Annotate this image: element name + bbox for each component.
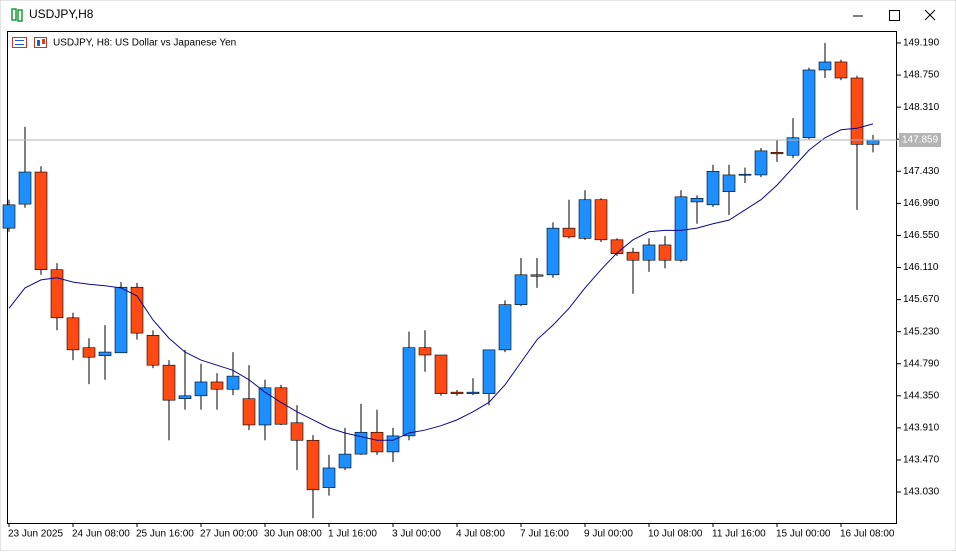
candle-body xyxy=(642,244,656,261)
candle-body xyxy=(434,354,448,394)
candle-body xyxy=(82,347,96,358)
y-tick-label: 146.550 xyxy=(903,230,940,241)
candle-body xyxy=(306,439,320,491)
candle-body xyxy=(34,171,48,271)
x-tick-label: 7 Jul 16:00 xyxy=(520,529,569,540)
candle-body xyxy=(114,286,128,354)
y-tick-label: 148.310 xyxy=(903,102,940,113)
candle-body xyxy=(802,69,816,139)
plot-area xyxy=(7,31,897,524)
candle-body xyxy=(850,77,864,145)
candle-body xyxy=(18,171,32,205)
candle-body xyxy=(178,395,192,400)
x-tick-label: 4 Jul 08:00 xyxy=(456,529,505,540)
candle-body xyxy=(274,387,288,425)
x-tick-label: 27 Jun 00:00 xyxy=(200,529,258,540)
candle-body xyxy=(290,422,304,441)
window-title: USDJPY,H8 xyxy=(29,7,94,21)
candle-body xyxy=(98,351,112,357)
x-tick-label: 11 Jul 16:00 xyxy=(712,529,766,540)
candle-body xyxy=(546,227,560,276)
x-tick-label: 25 Jun 16:00 xyxy=(136,529,194,540)
y-tick-label: 143.030 xyxy=(903,487,940,498)
price-label: 147.859 xyxy=(902,135,939,146)
y-tick-label: 144.790 xyxy=(903,358,940,369)
y-tick-label: 145.230 xyxy=(903,326,940,337)
y-tick-label: 145.670 xyxy=(903,294,940,305)
candle-body xyxy=(514,274,528,305)
candle-body xyxy=(146,335,160,366)
candle-body xyxy=(610,239,624,254)
x-tick-label: 24 Jun 08:00 xyxy=(72,529,130,540)
candle-body xyxy=(322,467,336,488)
candle-body xyxy=(866,139,880,145)
y-tick-label: 146.990 xyxy=(903,198,940,209)
candle-body xyxy=(786,137,800,156)
candle-body xyxy=(706,170,720,206)
candle-body xyxy=(162,364,176,401)
y-tick-label: 143.470 xyxy=(903,455,940,466)
candle-body xyxy=(466,391,480,394)
candle-body xyxy=(482,349,496,394)
y-tick-label: 149.190 xyxy=(903,38,940,49)
candle-body xyxy=(2,204,16,229)
candle-body xyxy=(578,199,592,239)
moving-average xyxy=(8,123,874,441)
y-tick-label: 147.430 xyxy=(903,166,940,177)
candle-body xyxy=(626,251,640,261)
x-tick-label: 30 Jun 08:00 xyxy=(264,529,322,540)
y-tick-label: 146.110 xyxy=(903,262,939,273)
candle-body xyxy=(258,387,272,426)
candle-body xyxy=(226,375,240,390)
candle-body xyxy=(562,227,576,238)
candle-body xyxy=(674,196,688,261)
candle-body xyxy=(66,317,80,351)
candle-body xyxy=(242,398,256,426)
candle-body xyxy=(194,381,208,397)
chart-title: USDJPY, H8: US Dollar vs Japanese Yen xyxy=(53,38,236,49)
candle-body xyxy=(130,286,144,334)
candle-body xyxy=(722,174,736,193)
app-icon xyxy=(11,8,23,22)
close-button[interactable] xyxy=(924,9,936,21)
candle-body xyxy=(754,150,768,176)
candle-body xyxy=(770,152,784,155)
candle-body xyxy=(738,173,752,176)
candle-body xyxy=(370,431,384,453)
candle-body xyxy=(818,61,832,71)
candle-body xyxy=(338,453,352,469)
x-tick-label: 10 Jul 08:00 xyxy=(648,529,703,540)
candle-body xyxy=(594,199,608,241)
x-tick-label: 23 Jun 2025 xyxy=(8,529,63,540)
y-tick-label: 148.750 xyxy=(903,70,940,81)
candle-body xyxy=(210,381,224,390)
candle-body xyxy=(498,304,512,351)
candle-body xyxy=(418,347,432,356)
maximize-button[interactable] xyxy=(889,10,900,21)
y-tick-label: 144.350 xyxy=(903,390,940,401)
candle-body xyxy=(450,391,464,394)
candle-body xyxy=(658,244,672,261)
x-tick-label: 3 Jul 00:00 xyxy=(392,529,441,540)
candle-body xyxy=(50,269,64,319)
candle-body xyxy=(530,274,544,277)
x-tick-label: 9 Jul 00:00 xyxy=(584,529,633,540)
x-tick-label: 15 Jul 00:00 xyxy=(776,529,831,540)
y-tick-label: 143.910 xyxy=(903,423,940,434)
x-tick-label: 1 Jul 16:00 xyxy=(328,529,377,540)
x-tick-label: 16 Jul 08:00 xyxy=(840,529,895,540)
chart-icons xyxy=(12,37,47,48)
price-label-box xyxy=(899,133,941,148)
candle-body xyxy=(690,197,704,203)
candle-body xyxy=(402,347,416,437)
candle-body xyxy=(834,61,848,79)
